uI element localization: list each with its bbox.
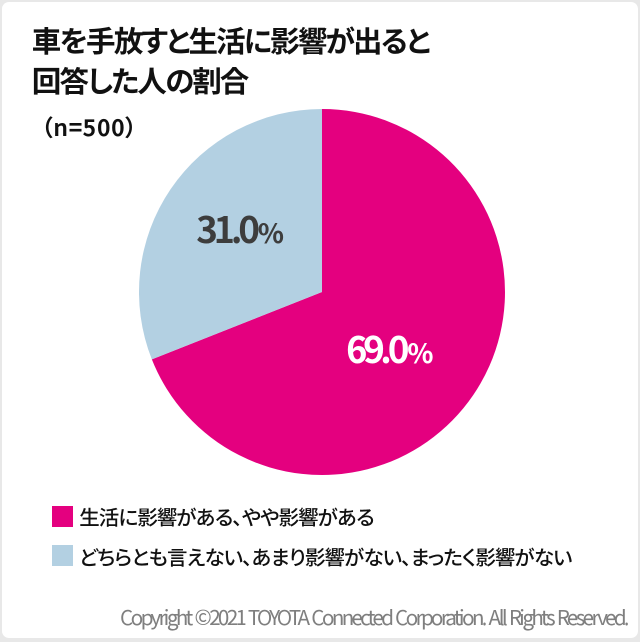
pie-slice-value-number: 31.0 [196,200,260,254]
legend-label-not-affected: どちらとも言えない、あまり影響がない、まったく影響がない [79,540,572,571]
legend-swatch-not-affected [52,545,73,566]
pie-slice-value-number: 69.0 [345,320,410,374]
legend-swatch-affected [52,505,73,527]
pie-slice-1 [138,109,322,360]
legend-label-affected: 生活に影響がある、やや影響がある [79,501,374,531]
legend-item-not-affected: どちらとも言えない、あまり影響がない、まったく影響がない [52,541,572,571]
pie-slice-0 [151,109,505,475]
chart-title-line2: 回答した人の割合 [32,58,249,101]
legend-item-affected: 生活に影響がある、やや影響がある [52,501,572,531]
sample-size-label: （n=500） [41,109,138,143]
pie-slice-value-unit: % [257,211,284,251]
pie-slice-value-unit: % [407,331,434,371]
pie-slice-value-0: 69.0% [346,329,433,366]
legend: 生活に影響がある、やや影響がある どちらとも言えない、あまり影響がない、まったく… [52,501,572,584]
chart-title-line1: 車を手放すと生活に影響が出ると [32,19,431,61]
copyright-notice: Copyright ©2021 TOYOTA Connected Corpora… [120,601,629,631]
pie-slice-value-1: 31.0% [196,209,283,246]
chart-title: 車を手放すと生活に影響が出ると 回答した人の割合 [32,19,431,101]
